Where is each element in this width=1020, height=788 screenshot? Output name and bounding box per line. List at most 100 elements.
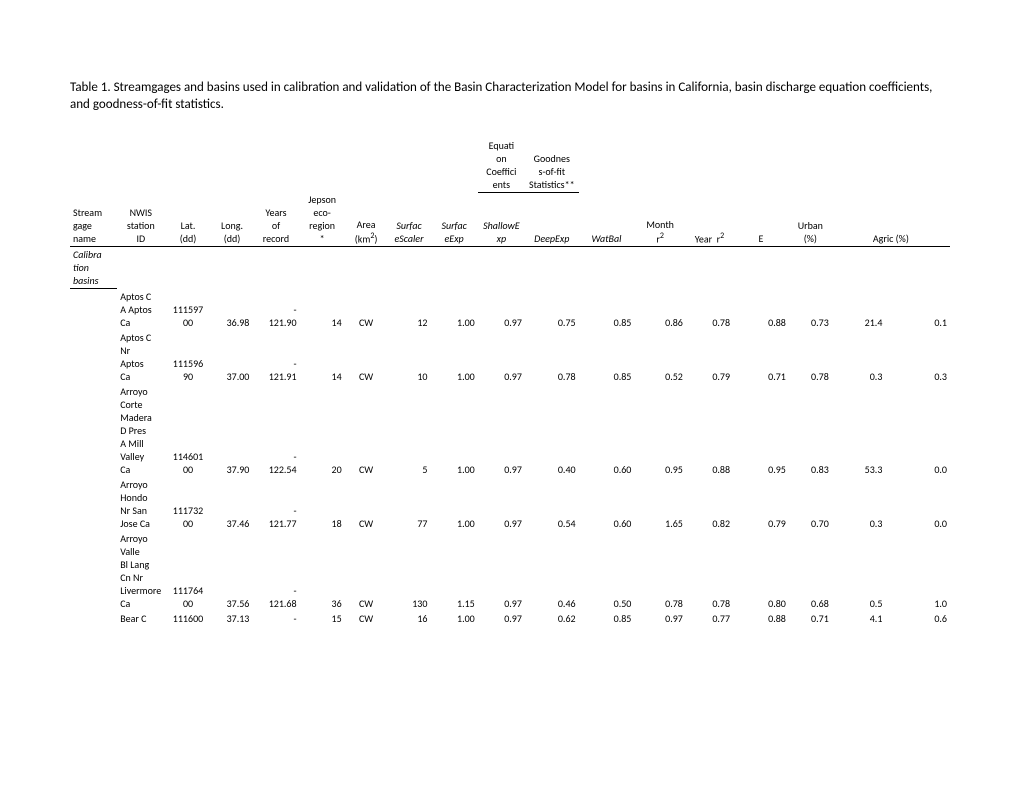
- row-yr2: 0.95: [733, 384, 789, 477]
- row-yr: 18: [300, 477, 345, 531]
- row-name: Aptos CA AptosCa: [117, 289, 164, 330]
- row-urb: 0.3: [832, 330, 886, 384]
- row-urb: 0.5: [832, 531, 886, 611]
- row-area: 16: [388, 611, 431, 626]
- row-name: Aptos CNrAptosCa: [117, 330, 164, 384]
- row-area: 10: [388, 330, 431, 384]
- row-mr2: 0.82: [686, 477, 733, 531]
- row-yr: 36: [300, 531, 345, 611]
- row-wb: 1.65: [634, 477, 686, 531]
- row-lon: -121.90: [252, 289, 299, 330]
- col-ag: Agric (%): [832, 192, 950, 247]
- row-e: 0.78: [789, 330, 832, 384]
- row-mr2: 0.88: [686, 384, 733, 477]
- row-lat: 36.98: [212, 289, 253, 330]
- row-yr2: 0.71: [733, 330, 789, 384]
- row-eco: CW: [345, 289, 388, 330]
- row-id: 11460100: [164, 384, 211, 477]
- col-yr2: Year r2: [686, 192, 733, 247]
- row-ssc: 1.00: [430, 477, 477, 531]
- row-ag: 0.0: [885, 477, 950, 531]
- col-shexp: ShallowExp: [478, 192, 525, 247]
- row-lat: 37.13: [212, 611, 253, 626]
- row-ssc: 1.15: [430, 531, 477, 611]
- row-dexp: 0.50: [579, 531, 635, 611]
- col-ssc: SurfaceScaler: [388, 192, 431, 247]
- col-area: Area(km2): [345, 192, 388, 247]
- row-yr: 20: [300, 384, 345, 477]
- row-area: 77: [388, 477, 431, 531]
- row-wb: 0.52: [634, 330, 686, 384]
- row-lon: -121.77: [252, 477, 299, 531]
- row-yr: 15: [300, 611, 345, 626]
- row-lat: 37.56: [212, 531, 253, 611]
- row-ssc: 1.00: [430, 384, 477, 477]
- row-e: 0.70: [789, 477, 832, 531]
- row-sexp: 0.97: [478, 289, 525, 330]
- row-wb: 0.95: [634, 384, 686, 477]
- row-eco: CW: [345, 330, 388, 384]
- row-mr2: 0.78: [686, 289, 733, 330]
- row-id: 11176400: [164, 531, 211, 611]
- row-mr2: 0.77: [686, 611, 733, 626]
- row-urb: 21.4: [832, 289, 886, 330]
- col-e: E: [733, 192, 789, 247]
- grp-eq: EquationCoefficients: [478, 138, 525, 193]
- row-sexp: 0.97: [478, 611, 525, 626]
- row-lat: 37.00: [212, 330, 253, 384]
- col-eco: Jepsoneco-region*: [300, 192, 345, 247]
- col-mr2: Monthr2: [634, 192, 686, 247]
- row-mr2: 0.78: [686, 531, 733, 611]
- row-yr2: 0.88: [733, 611, 789, 626]
- col-dexp: DeepExp: [525, 192, 579, 247]
- col-nwis: NWISstationID: [117, 192, 164, 247]
- row-ag: 0.3: [885, 330, 950, 384]
- row-id: 11159700: [164, 289, 211, 330]
- row-eco: CW: [345, 531, 388, 611]
- col-lon: Long.(dd): [212, 192, 253, 247]
- row-name: ArroyoCorteMaderaD PresA MillValleyCa: [117, 384, 164, 477]
- row-ag: 0.6: [885, 611, 950, 626]
- row-shexp: 0.54: [525, 477, 579, 531]
- row-ag: 0.0: [885, 384, 950, 477]
- row-shexp: 0.75: [525, 289, 579, 330]
- row-urb: 4.1: [832, 611, 886, 626]
- row-shexp: 0.46: [525, 531, 579, 611]
- row-shexp: 0.62: [525, 611, 579, 626]
- col-lat: Lat.(dd): [164, 192, 211, 247]
- table-title: Table 1. Streamgages and basins used in …: [70, 80, 950, 114]
- row-yr: 14: [300, 330, 345, 384]
- row-dexp: 0.60: [579, 477, 635, 531]
- row-eco: CW: [345, 384, 388, 477]
- row-mr2: 0.79: [686, 330, 733, 384]
- col-urb: Urban(%): [789, 192, 832, 247]
- row-name: ArroyoHondoNr SanJose Ca: [117, 477, 164, 531]
- col-wb: WatBal: [579, 192, 635, 247]
- row-lon: -122.54: [252, 384, 299, 477]
- row-e: 0.68: [789, 531, 832, 611]
- row-name: ArroyoValleBl LangCn NrLivermoreCa: [117, 531, 164, 611]
- row-sexp: 0.97: [478, 477, 525, 531]
- row-ssc: 1.00: [430, 289, 477, 330]
- section-label: Calibrationbasins: [70, 247, 117, 289]
- row-sexp: 0.97: [478, 384, 525, 477]
- row-e: 0.71: [789, 611, 832, 626]
- row-urb: 0.3: [832, 477, 886, 531]
- col-yr: Yearsofrecord: [252, 192, 299, 247]
- row-lon: -121.91: [252, 330, 299, 384]
- row-id: 11173200: [164, 477, 211, 531]
- row-yr2: 0.80: [733, 531, 789, 611]
- row-lon: -121.68: [252, 531, 299, 611]
- row-name: Bear C: [117, 611, 164, 626]
- row-lon: -: [252, 611, 299, 626]
- row-lat: 37.90: [212, 384, 253, 477]
- row-dexp: 0.85: [579, 330, 635, 384]
- row-yr2: 0.88: [733, 289, 789, 330]
- row-ssc: 1.00: [430, 611, 477, 626]
- row-id: 11159690: [164, 330, 211, 384]
- row-area: 12: [388, 289, 431, 330]
- row-urb: 53.3: [832, 384, 886, 477]
- row-eco: CW: [345, 611, 388, 626]
- row-yr2: 0.79: [733, 477, 789, 531]
- row-area: 130: [388, 531, 431, 611]
